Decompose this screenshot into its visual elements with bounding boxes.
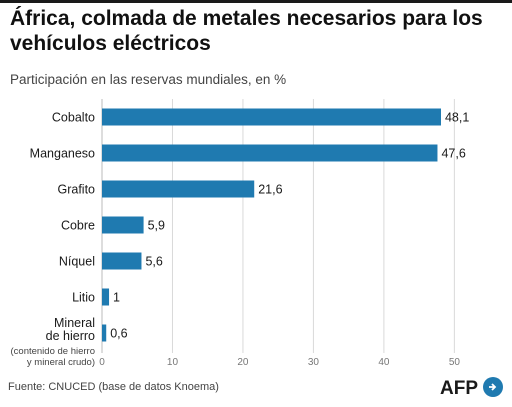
category-label: Grafito	[57, 183, 95, 197]
source-note: Fuente: CNUCED (base de datos Knoema)	[8, 381, 219, 393]
value-label: 21,6	[258, 183, 282, 197]
category-label: Cobalto	[52, 111, 95, 125]
value-label: 1	[113, 291, 120, 305]
x-tick-label: 40	[378, 357, 390, 368]
bar	[102, 180, 255, 198]
value-label: 47,6	[441, 147, 465, 161]
bar	[102, 108, 441, 126]
afp-logo: AFP	[440, 377, 503, 399]
category-label: Níquel	[59, 255, 95, 269]
bar	[102, 252, 142, 270]
value-label: 0,6	[110, 327, 127, 341]
value-label: 5,6	[145, 255, 162, 269]
bar	[102, 288, 110, 306]
bar-chart: 0 10 20 30 40 50 48,1 Cobalto 47,6 Manganeso 21,6 G…	[11, 99, 469, 368]
category-label: Cobre	[61, 219, 95, 233]
bar	[102, 216, 144, 234]
x-tick-label: 50	[449, 357, 461, 368]
category-note-line: (contenido de hierro	[11, 346, 96, 357]
arrow-icon	[489, 383, 497, 391]
x-tick-label: 30	[308, 357, 320, 368]
value-label: 5,9	[148, 219, 165, 233]
category-note: (contenido de hierro y mineral crudo)	[11, 346, 96, 368]
category-note-line: y mineral crudo)	[27, 357, 95, 368]
chart-title: África, colmada de metales necesarios pa…	[10, 7, 483, 55]
chart-subtitle: Participación en las reservas mundiales,…	[10, 72, 287, 87]
bar	[102, 144, 438, 162]
bar	[102, 324, 107, 342]
x-tick-label: 0	[99, 357, 105, 368]
category-label: Mineral de hierro	[46, 316, 95, 343]
category-label: Manganeso	[30, 147, 95, 161]
x-tick-label: 10	[167, 357, 179, 368]
value-label: 48,1	[445, 111, 469, 125]
x-tick-label: 20	[237, 357, 249, 368]
category-label-line: Mineral	[54, 316, 95, 330]
afp-logo-text: AFP	[440, 378, 478, 399]
category-label-line: de hierro	[46, 329, 95, 343]
category-label: Litio	[72, 291, 95, 305]
top-rule	[0, 0, 512, 3]
